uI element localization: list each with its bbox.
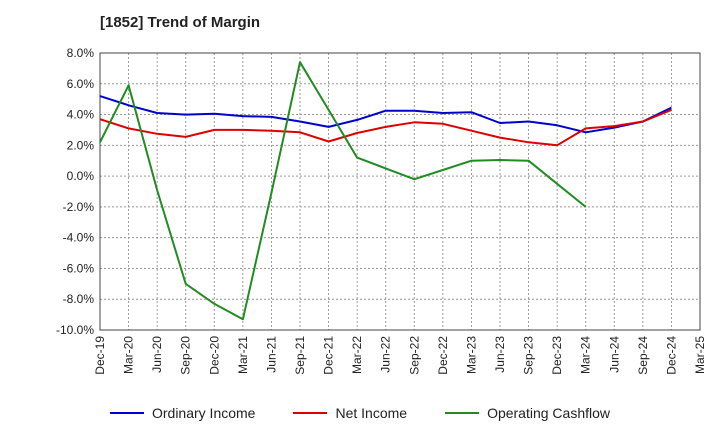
x-tick-label: Mar-20 — [122, 336, 136, 374]
series-line-operating-cashflow — [99, 61, 587, 321]
y-tick-label: -4.0% — [63, 231, 95, 245]
x-tick-label: Jun-21 — [264, 336, 278, 373]
y-tick-label: 0.0% — [67, 169, 95, 183]
y-tick-label: 8.0% — [67, 46, 95, 60]
legend-swatch — [293, 412, 328, 414]
y-tick-label: 6.0% — [67, 77, 95, 91]
y-tick-label: 2.0% — [67, 138, 95, 152]
x-tick-label: Sep-24 — [636, 336, 650, 375]
x-tick-label: Mar-24 — [579, 336, 593, 374]
x-tick-label: Dec-22 — [436, 336, 450, 375]
legend-swatch — [445, 412, 480, 414]
legend: Ordinary Income Net Income Operating Cashf… — [0, 405, 720, 421]
x-tick-labels: Dec-19 Mar-20 Jun-20 Sep-20 Dec-20 Mar-21 Jun-… — [93, 336, 707, 375]
axis-layer — [99, 52, 701, 331]
y-tick-label: -6.0% — [63, 261, 95, 275]
y-tick-label: -10.0% — [56, 323, 94, 337]
legend-label: Net Income — [335, 405, 408, 421]
x-tick-label: Mar-22 — [350, 336, 364, 374]
x-tick-label: Jun-22 — [379, 336, 393, 373]
legend-item-net-income: Net Income — [293, 405, 407, 421]
x-tick-label: Dec-21 — [322, 336, 336, 375]
y-tick-label: -2.0% — [63, 200, 95, 214]
x-tick-label: Dec-20 — [207, 336, 221, 375]
series-line-net-income — [99, 108, 672, 147]
x-tick-label: Sep-22 — [407, 336, 421, 375]
x-tick-label: Mar-21 — [236, 336, 250, 374]
legend-label: Ordinary Income — [151, 405, 256, 421]
legend-label: Operating Cashflow — [487, 405, 611, 421]
x-tick-label: Sep-23 — [522, 336, 536, 375]
series-layer — [99, 61, 672, 321]
x-tick-label: Mar-23 — [464, 336, 478, 374]
legend-swatch — [109, 412, 144, 414]
x-tick-label: Jun-20 — [150, 336, 164, 373]
chart-title: [1852] Trend of Margin — [100, 14, 261, 31]
x-tick-label: Jun-23 — [493, 336, 507, 373]
y-tick-label: -8.0% — [63, 292, 95, 306]
grid-layer — [99, 52, 701, 331]
x-tick-label: Dec-23 — [550, 336, 564, 375]
x-tick-label: Sep-20 — [179, 336, 193, 375]
y-tick-label: 4.0% — [67, 108, 95, 122]
x-tick-label: Sep-21 — [293, 336, 307, 375]
series-line-ordinary-income — [99, 95, 672, 134]
y-tick-labels: 8.0% 6.0% 4.0% 2.0% 0.0% -2.0% -4.0% -6.0% -8.0%… — [56, 46, 94, 337]
legend-item-ordinary-income: Ordinary Income — [109, 405, 256, 421]
legend-item-operating-cashflow: Operating Cashflow — [445, 405, 610, 421]
x-tick-label: Dec-24 — [664, 336, 678, 375]
x-tick-label: Dec-19 — [93, 336, 107, 375]
plot-frame — [99, 52, 701, 331]
x-tick-label: Jun-24 — [607, 336, 621, 373]
x-tick-label: Mar-25 — [693, 336, 707, 374]
